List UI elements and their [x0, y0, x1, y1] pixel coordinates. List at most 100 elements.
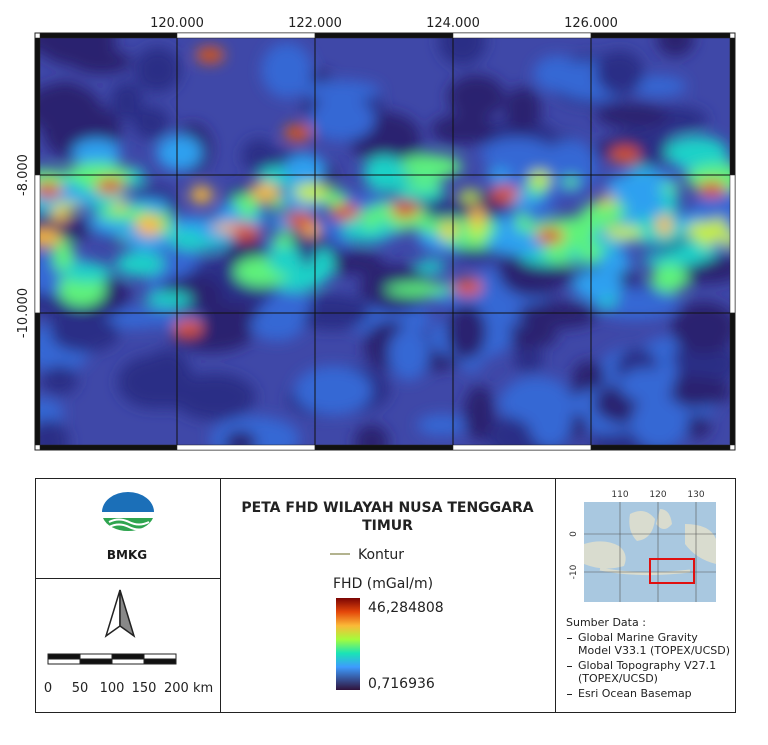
texture — [651, 264, 688, 293]
texture — [396, 155, 463, 178]
texture — [269, 198, 287, 210]
texture — [440, 223, 459, 234]
texture — [104, 182, 116, 190]
texture — [294, 216, 306, 224]
inset-label: 130 — [687, 490, 704, 500]
texture — [480, 137, 554, 171]
texture — [563, 176, 579, 188]
texture — [447, 74, 506, 119]
texture — [533, 55, 581, 92]
texture — [354, 424, 389, 445]
scale-label: 50 — [72, 681, 89, 696]
inset-label: 0 — [569, 531, 579, 537]
grid-label: 126.000 — [564, 16, 618, 31]
texture — [40, 83, 101, 134]
texture — [308, 97, 376, 141]
texture — [40, 419, 70, 445]
texture — [619, 367, 674, 403]
texture — [515, 213, 530, 233]
grid-label: 120.000 — [150, 16, 204, 31]
texture — [71, 49, 133, 75]
texture — [42, 186, 54, 194]
texture — [486, 231, 550, 256]
texture — [513, 347, 544, 373]
texture — [619, 151, 631, 159]
texture — [614, 170, 678, 200]
border-tick — [34, 312, 41, 446]
border-tick — [176, 32, 316, 39]
scale-label: 150 — [132, 681, 157, 696]
texture — [706, 185, 718, 193]
color-ramp: 46,284808 0,716936 — [336, 598, 444, 692]
texture — [686, 221, 718, 240]
texture — [595, 102, 669, 129]
texture — [50, 315, 120, 353]
texture — [110, 81, 144, 121]
inset-label: 120 — [649, 490, 666, 500]
border-tick — [729, 174, 736, 314]
texture — [459, 190, 480, 202]
texture — [542, 139, 598, 196]
texture — [190, 186, 213, 204]
texture — [52, 201, 82, 210]
texture — [283, 154, 326, 185]
texture — [294, 366, 372, 416]
texture — [399, 206, 411, 214]
border-tick — [39, 444, 178, 451]
texture — [41, 365, 78, 395]
texture — [669, 342, 730, 386]
source-item: Global Marine Gravity Model V33.1 (TOPEX… — [566, 631, 731, 658]
layout-panel — [35, 478, 736, 713]
source-item: Esri Ocean Basemap — [566, 687, 731, 701]
map-title: PETA FHD WILAYAH NUSA TENGGARA TIMUR — [241, 500, 534, 534]
texture — [182, 324, 194, 332]
border-tick — [452, 32, 592, 39]
texture — [261, 42, 313, 98]
texture — [156, 135, 203, 171]
texture — [300, 80, 381, 102]
texture — [292, 129, 304, 137]
texture — [572, 360, 606, 390]
legend-label: Kontur — [358, 547, 404, 563]
divider — [35, 578, 220, 579]
texture — [504, 86, 542, 132]
texture — [112, 201, 127, 210]
texture — [61, 262, 113, 283]
texture — [415, 260, 446, 274]
texture — [462, 283, 474, 291]
map: 120.000 122.000 124.000 126.000 -8.000 -10.00… — [16, 16, 736, 451]
texture — [224, 430, 257, 445]
border-tick — [452, 444, 592, 451]
border-tick — [176, 444, 316, 451]
texture — [656, 38, 695, 57]
texture — [293, 182, 329, 202]
texture — [132, 106, 170, 140]
texture — [142, 349, 193, 409]
texture — [52, 238, 74, 274]
texture — [627, 76, 687, 97]
border-tick — [590, 32, 731, 39]
texture — [144, 291, 193, 308]
texture — [134, 46, 181, 93]
border-tick — [39, 32, 178, 39]
sources-heading: Sumber Data : — [566, 616, 646, 629]
inset-label: 110 — [611, 490, 628, 500]
scale-bar: 0 50 100 150 200 km — [44, 653, 213, 696]
texture — [114, 251, 165, 277]
grid-label: -8.000 — [16, 154, 31, 196]
north-arrow — [104, 589, 136, 638]
texture — [659, 183, 681, 193]
texture — [417, 414, 466, 436]
texture — [40, 229, 61, 247]
texture — [665, 136, 729, 169]
texture — [463, 385, 496, 442]
border-tick — [729, 312, 736, 446]
border-tick — [314, 32, 454, 39]
texture — [446, 303, 487, 360]
texture — [438, 38, 487, 66]
texture — [363, 155, 406, 191]
border-tick — [314, 444, 454, 451]
scale-label: 100 — [100, 681, 125, 696]
texture — [50, 209, 70, 222]
